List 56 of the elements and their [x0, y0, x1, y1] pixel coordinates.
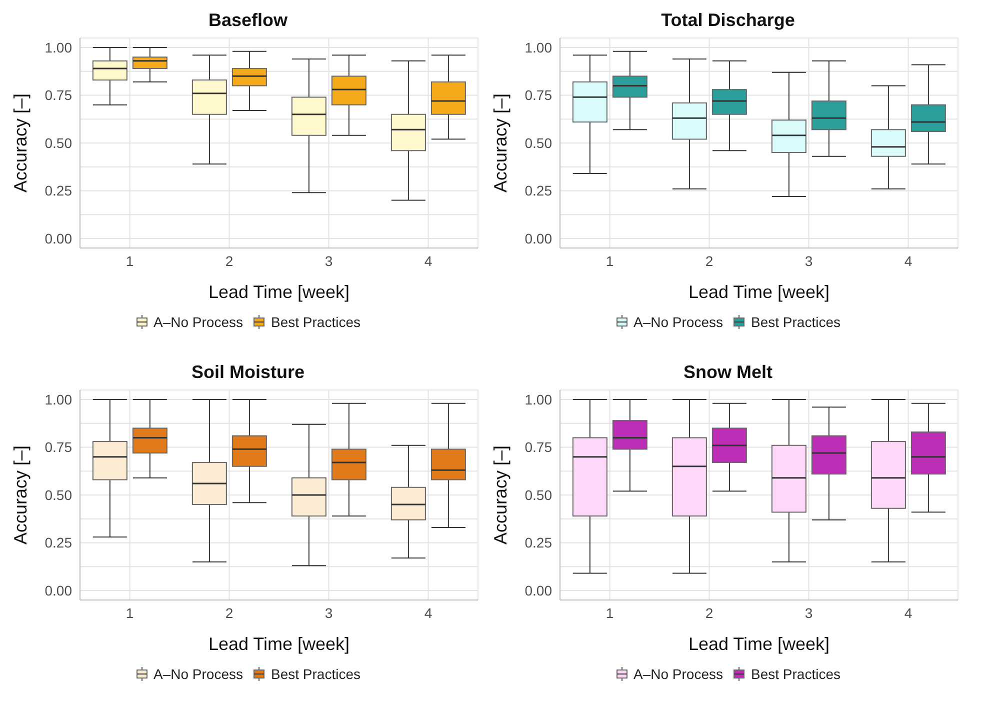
y-tick-label: 0.50 — [524, 486, 552, 503]
x-axis-title: Lead Time [week] — [688, 634, 830, 654]
y-tick-label: 0.50 — [524, 134, 552, 151]
y-tick-label: 0.75 — [524, 439, 552, 456]
x-tick-label: 3 — [804, 252, 813, 269]
y-tick-label: 1.00 — [44, 392, 72, 408]
y-tick-label: 0.00 — [44, 582, 72, 598]
x-tick-label: 2 — [225, 252, 234, 269]
chart-title: Soil Moisture — [190, 361, 306, 384]
x-tick-label: 4 — [424, 604, 432, 621]
legend-label: Best Practices — [751, 666, 840, 682]
y-tick-label: 0.75 — [524, 87, 552, 104]
legend-label: A–No Process — [634, 666, 723, 682]
x-axis-title: Lead Time [week] — [208, 634, 350, 654]
legend-label: Best Practices — [271, 314, 360, 330]
y-tick-label: 0.50 — [44, 134, 72, 151]
x-tick-label: 2 — [705, 252, 714, 269]
y-axis-title: Accuracy [–] — [490, 445, 510, 545]
y-tick-label: 0.00 — [524, 230, 552, 246]
x-tick-label: 1 — [126, 604, 134, 621]
x-tick-label: 1 — [606, 604, 614, 621]
y-tick-label: 0.25 — [44, 182, 72, 199]
y-tick-label: 0.25 — [524, 534, 552, 551]
x-axis-title: Lead Time [week] — [208, 282, 350, 302]
y-axis-title: Accuracy [–] — [10, 93, 30, 193]
x-tick-label: 1 — [126, 252, 134, 269]
y-tick-label: 0.25 — [524, 182, 552, 199]
y-tick-label: 1.00 — [44, 40, 72, 56]
x-tick-label: 4 — [424, 252, 432, 269]
legend-label: A–No Process — [154, 666, 243, 682]
y-tick-label: 1.00 — [524, 392, 552, 408]
legend-label: A–No Process — [154, 314, 243, 330]
chart-title: Baseflow — [207, 9, 289, 32]
y-tick-label: 0.75 — [44, 439, 72, 456]
x-tick-label: 2 — [225, 604, 234, 621]
y-tick-label: 0.00 — [44, 230, 72, 246]
x-tick-label: 2 — [705, 604, 714, 621]
y-tick-label: 0.00 — [524, 582, 552, 598]
y-tick-label: 0.50 — [44, 486, 72, 503]
legend-label: A–No Process — [634, 314, 723, 330]
x-tick-label: 3 — [324, 252, 333, 269]
x-tick-label: 4 — [904, 604, 912, 621]
y-tick-label: 0.25 — [44, 534, 72, 551]
y-axis-title: Accuracy [–] — [10, 445, 30, 545]
legend-label: Best Practices — [271, 666, 360, 682]
chart-title: Total Discharge — [660, 9, 796, 32]
x-tick-label: 3 — [324, 604, 333, 621]
y-tick-label: 1.00 — [524, 40, 552, 56]
x-tick-label: 4 — [904, 252, 912, 269]
chart-title: Snow Melt — [682, 361, 774, 384]
x-axis-title: Lead Time [week] — [688, 282, 830, 302]
y-axis-title: Accuracy [–] — [490, 93, 510, 193]
y-tick-label: 0.75 — [44, 87, 72, 104]
x-tick-label: 1 — [606, 252, 614, 269]
legend-label: Best Practices — [751, 314, 840, 330]
x-tick-label: 3 — [804, 604, 813, 621]
